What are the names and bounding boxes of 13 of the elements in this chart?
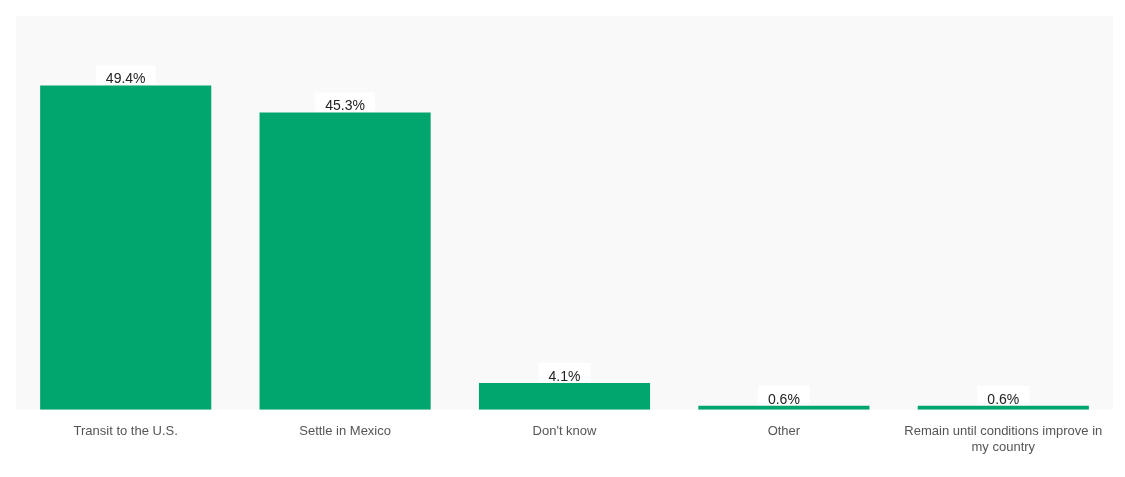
bar [478,382,651,410]
data-label: 0.6% [987,390,1020,407]
x-tick-label: Transit to the U.S. [73,423,178,439]
x-tick-label: Remain until conditions improve in my country [904,423,1103,454]
x-tick-label: Settle in Mexico [299,423,391,439]
x-tick-label: Other [767,423,801,439]
bar [40,85,212,410]
data-label: 49.4% [105,70,146,87]
data-label: 4.1% [548,367,581,384]
bar [259,112,431,410]
x-tick-label: Don't know [532,423,598,439]
data-label: 0.6% [767,390,800,407]
data-label: 45.3% [325,97,365,114]
